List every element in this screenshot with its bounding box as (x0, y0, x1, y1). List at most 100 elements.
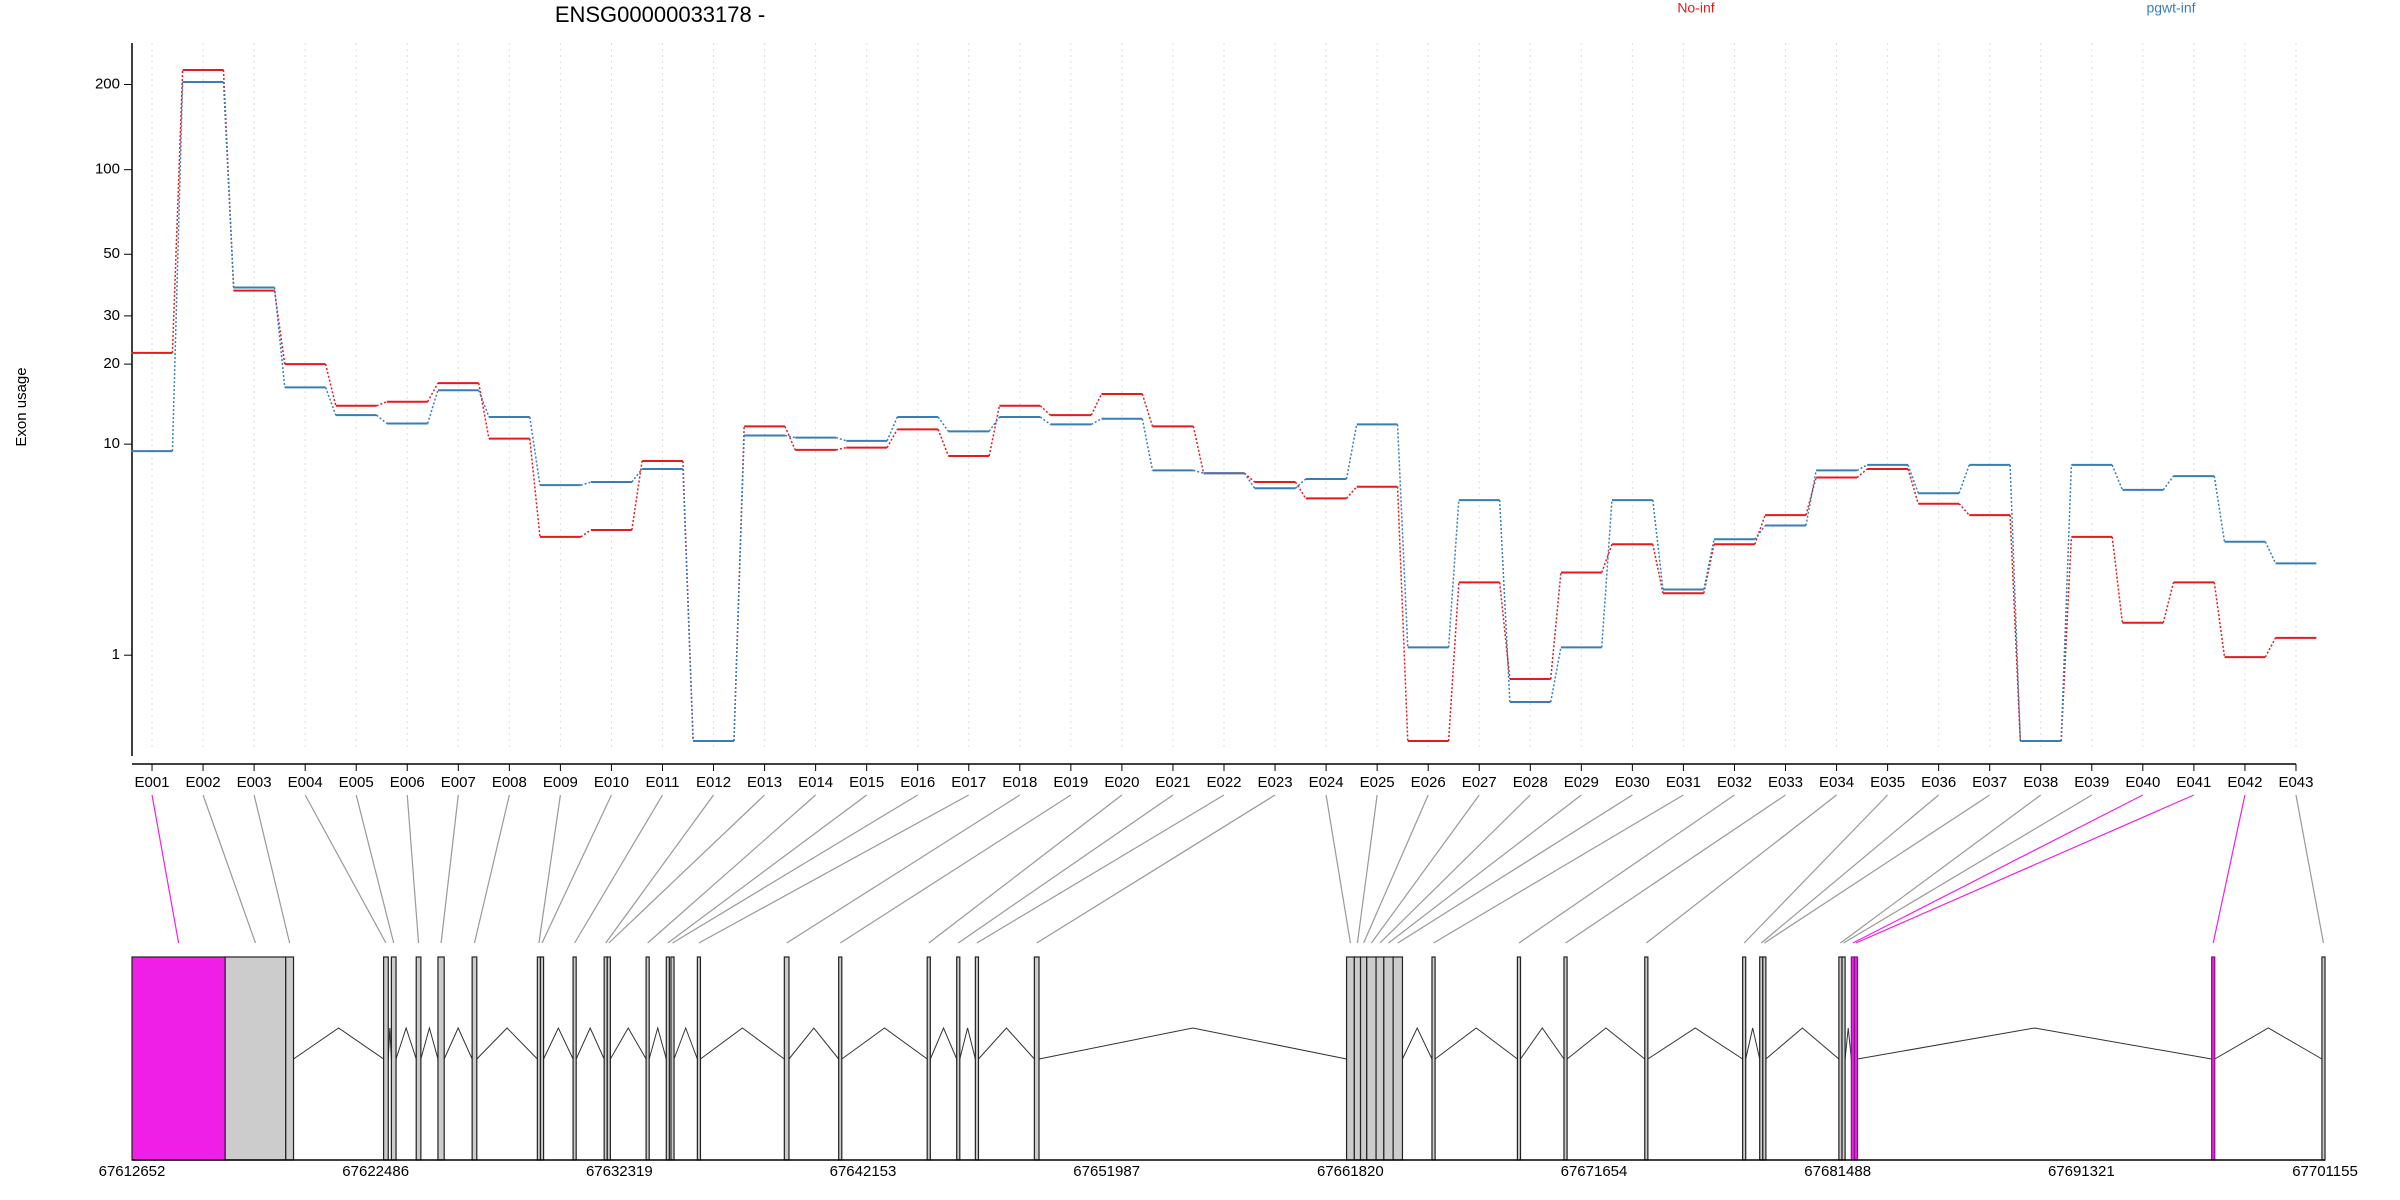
exon (606, 956, 611, 1161)
usage-connector (222, 82, 235, 288)
y-tick-label: 1 (112, 646, 120, 663)
exon (383, 956, 389, 1161)
genome-tick-label: 67642153 (830, 1163, 897, 1180)
intron (1745, 1027, 1761, 1060)
x-tick-label: E026 (1411, 774, 1446, 791)
intron (543, 1026, 574, 1060)
x-tick-label: E043 (2278, 774, 2313, 791)
usage-connector (937, 416, 949, 432)
x-tick-label: E021 (1155, 774, 1190, 791)
intron (648, 1026, 667, 1060)
usage-connector (1805, 477, 1817, 516)
x-tick-label: E034 (1819, 774, 1854, 791)
exon (645, 956, 650, 1161)
usage-connector (631, 468, 643, 483)
exon-connector (1764, 794, 1991, 944)
usage-connector (529, 416, 541, 486)
exon-connector (1743, 794, 1889, 944)
exon (1366, 956, 1377, 1161)
usage-connector (784, 426, 796, 451)
exon (2321, 956, 2326, 1161)
usage-connector (1141, 393, 1154, 427)
usage-connector (784, 434, 796, 439)
usage-connector (1193, 469, 1204, 474)
usage-connector (1243, 472, 1256, 489)
usage-connector (2060, 536, 2073, 742)
usage-connector (1907, 468, 1919, 504)
intron (443, 1026, 473, 1060)
x-tick-label: E009 (543, 774, 578, 791)
usage-connector (324, 387, 337, 416)
exon-connector (473, 794, 510, 944)
usage-connector (1090, 393, 1103, 416)
usage-connector (2060, 464, 2073, 742)
usage-connector (1958, 464, 1970, 494)
exon (665, 956, 670, 1161)
x-tick-label: E010 (594, 774, 629, 791)
usage-connector (835, 436, 847, 442)
usage-connector (733, 435, 745, 742)
x-tick-label: E018 (1002, 774, 1037, 791)
exon-connector (304, 794, 387, 944)
exon (783, 956, 790, 1161)
genome-tick-label: 67691321 (2048, 1163, 2115, 1180)
x-tick-label: E037 (1972, 774, 2007, 791)
exon (2211, 956, 2216, 1161)
exon-connector (1379, 794, 1531, 944)
exon-connector (1840, 794, 2042, 944)
usage-connector (478, 389, 490, 418)
x-tick-label: E016 (900, 774, 935, 791)
usage-connector (988, 405, 1001, 457)
usage-connector (2111, 536, 2124, 623)
exon-connector (786, 794, 1021, 944)
exon-connector (698, 794, 970, 944)
usage-connector (1549, 647, 1562, 703)
intron (1857, 1027, 2212, 1060)
usage-connector (1498, 500, 1511, 703)
intron (1765, 1027, 1840, 1060)
usage-connector (1090, 418, 1102, 426)
exon (1359, 956, 1368, 1161)
genome-tick-label: 67622486 (342, 1163, 409, 1180)
usage-connector (2009, 515, 2022, 742)
exon (974, 956, 980, 1161)
x-tick-label: E027 (1462, 774, 1497, 791)
x-tick-label: E007 (441, 774, 476, 791)
x-tick-label: E038 (2023, 774, 2058, 791)
usage-connector (2162, 475, 2175, 491)
exon (696, 956, 702, 1161)
exon (437, 956, 445, 1161)
usage-connector (376, 401, 388, 407)
usage-connector (937, 429, 950, 457)
chart-title: ENSG00000033178 - (555, 2, 765, 27)
usage-connector (1039, 405, 1051, 416)
x-tick-label: E019 (1053, 774, 1088, 791)
usage-connector (1039, 416, 1051, 426)
exon-connector (151, 794, 180, 944)
usage-connector (171, 82, 184, 452)
usage-connector (1447, 582, 1460, 742)
exon (926, 956, 931, 1161)
exon (1516, 956, 1522, 1161)
genome-tick-label: 67701155 (2292, 1163, 2358, 1180)
intron (959, 1027, 976, 1060)
exon (1353, 956, 1362, 1161)
exon-connector (1855, 794, 2195, 944)
intron (1844, 1027, 1852, 1060)
y-tick-label: 30 (103, 307, 120, 324)
intron (978, 1027, 1035, 1060)
x-tick-label: E025 (1360, 774, 1395, 791)
usage-connector (835, 446, 847, 451)
usage-connector (1294, 481, 1307, 499)
x-tick-label: E041 (2176, 774, 2211, 791)
usage-connector (1601, 544, 1613, 573)
exon-connector (1760, 794, 1940, 944)
exon-connector (1433, 794, 1684, 944)
y-tick-label: 200 (95, 75, 120, 92)
usage-connector (1703, 539, 1715, 590)
exon (1762, 956, 1767, 1161)
exon (390, 956, 397, 1161)
y-tick-label: 100 (95, 161, 120, 178)
